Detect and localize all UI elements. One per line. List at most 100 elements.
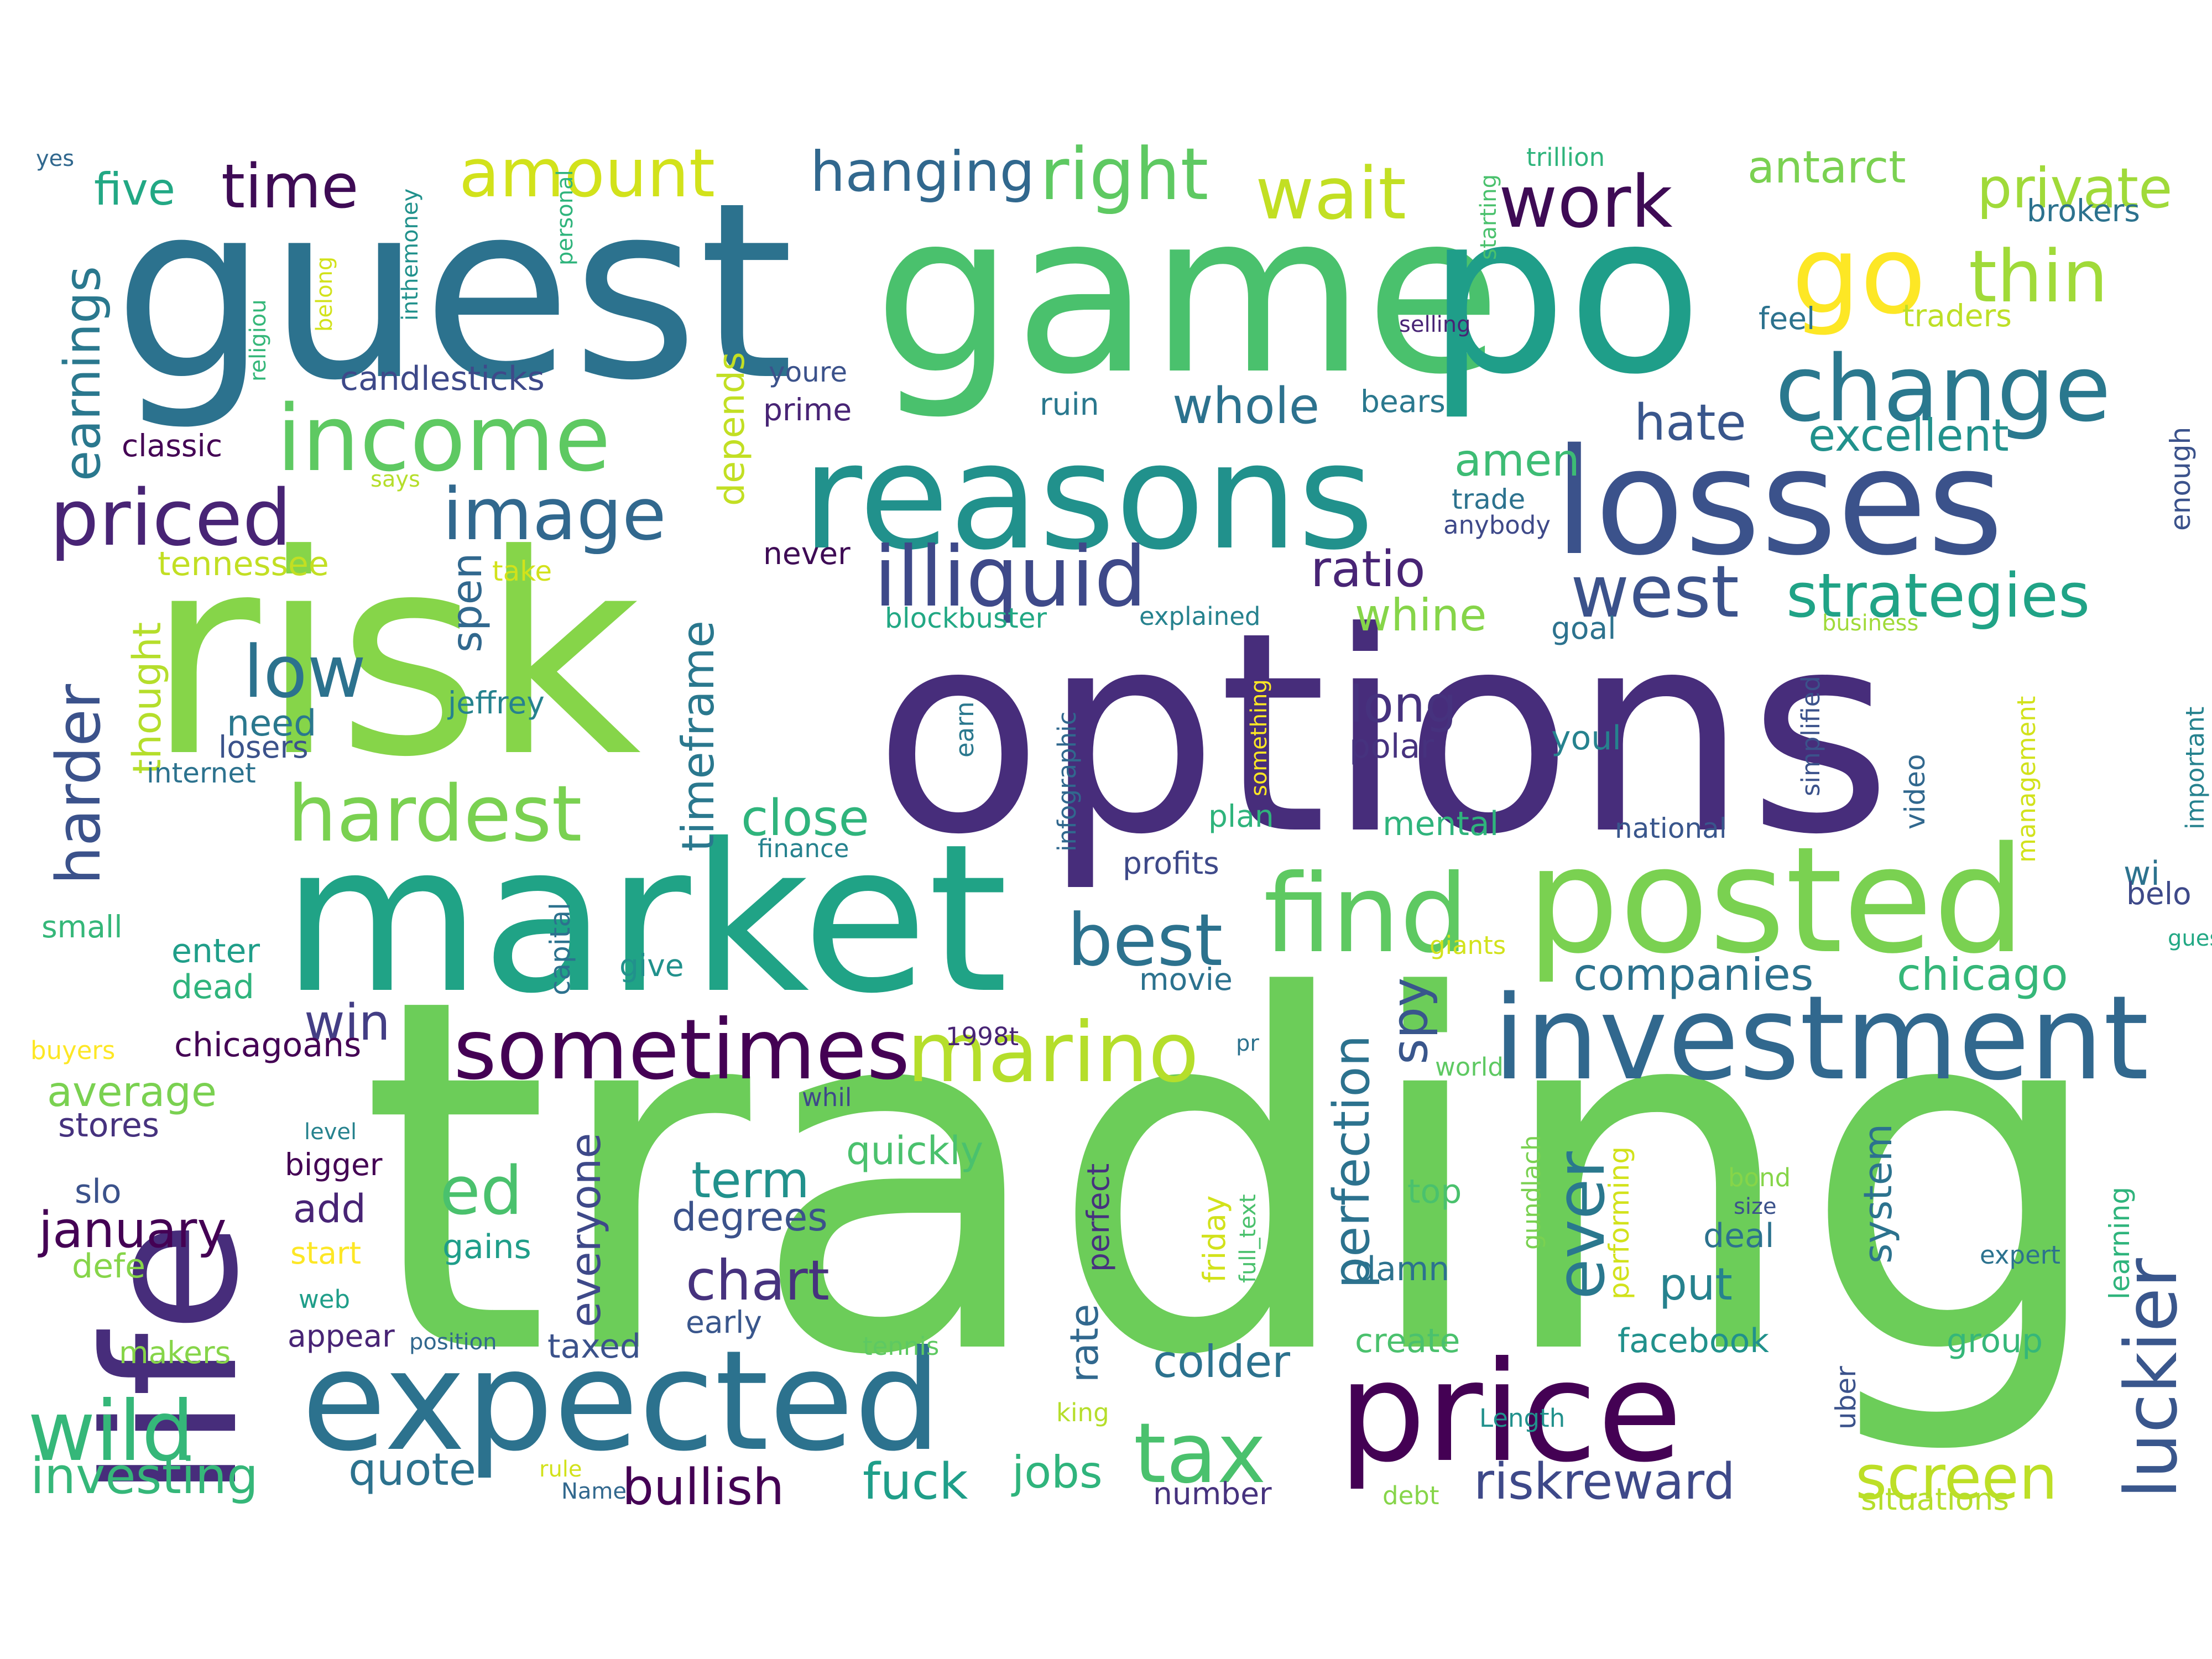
word-dead: dead [171, 968, 254, 1006]
word-youl: youl [1551, 719, 1621, 758]
word-blockbuster: blockbuster [885, 602, 1047, 634]
word-everyone: everyone [561, 1133, 610, 1327]
word-earnings: earnings [54, 266, 112, 481]
word-image: image [442, 472, 666, 556]
word-amen: amen [1454, 435, 1580, 486]
word-screen: screen [1855, 1442, 2058, 1513]
word-early: early [686, 1305, 762, 1340]
word-timeframe: timeframe [672, 620, 724, 852]
word-give: give [619, 948, 684, 983]
word-classic: classic [122, 428, 222, 463]
word-says: says [371, 467, 420, 492]
word-name: Name [561, 1479, 627, 1504]
word-top: top [1407, 1172, 1462, 1211]
word-spen: spen [442, 553, 491, 653]
word-candlesticks: candlesticks [340, 359, 545, 398]
word-damn: damn [1355, 1250, 1449, 1288]
word-quote: quote [348, 1444, 476, 1495]
word-1998t: 1998t [946, 1022, 1019, 1051]
word-go: go [1792, 212, 1926, 338]
word-defe: defe [72, 1247, 145, 1286]
word-something: something [1246, 679, 1272, 796]
word-strategies: strategies [1786, 560, 2090, 631]
word-perfection: perfection [1323, 1035, 1381, 1288]
word-jeffrey: jeffrey [447, 685, 545, 721]
word-chicago: chicago [1897, 949, 2068, 1000]
word-level: level [304, 1119, 357, 1145]
word-position: position [409, 1329, 497, 1355]
word-length: Length [1479, 1404, 1565, 1433]
word-management: management [2012, 696, 2041, 863]
word-change: change [1775, 336, 2111, 442]
word-brokers: brokers [2027, 193, 2140, 228]
word-explained: explained [1139, 602, 1260, 631]
word-business: business [1822, 611, 1918, 636]
word-investing: investing [30, 1447, 258, 1505]
word-belo: belo [2126, 876, 2192, 911]
word-bond: bond [1728, 1163, 1791, 1192]
word-hanging: hanging [810, 139, 1035, 204]
word-spy: spy [1381, 978, 1439, 1065]
word-system: system [1855, 1124, 1901, 1264]
word-work: work [1499, 160, 1673, 244]
word-simplified: simplified [1796, 676, 1825, 796]
word-priced: priced [50, 473, 291, 564]
word-yes: yes [36, 146, 74, 171]
word-losses: losses [1554, 418, 2004, 588]
word-guest: guest [113, 150, 794, 434]
word-january: january [38, 1201, 227, 1259]
word-king: king [1056, 1398, 1109, 1427]
word-close: close [741, 789, 869, 847]
word-chart: chart [686, 1248, 830, 1313]
word-capital: capital [544, 902, 576, 995]
word-expert: expert [1980, 1240, 2060, 1270]
word-companies: companies [1573, 949, 1814, 1000]
word-gundlach: gundlach [1517, 1135, 1546, 1250]
word-options: options [874, 573, 1892, 895]
word-wild: wild [28, 1384, 194, 1480]
word-video: video [1899, 754, 1931, 830]
word-bullish: bullish [622, 1458, 784, 1516]
word-amount: amount [459, 135, 715, 212]
word-whine: whine [1355, 589, 1486, 641]
word-life: life [66, 1220, 278, 1499]
word-quickly: quickly [846, 1128, 983, 1173]
word-add: add [293, 1186, 366, 1232]
word-po: po [1427, 166, 1703, 423]
word-game: game [874, 166, 1501, 423]
word-performing: performing [1603, 1146, 1635, 1300]
word-degrees: degrees [672, 1194, 828, 1240]
word-profits: profits [1123, 846, 1219, 881]
word-enough: enough [2164, 427, 2197, 531]
word-mental: mental [1383, 805, 1499, 843]
word-marino: marino [907, 1005, 1199, 1101]
word-create: create [1355, 1322, 1460, 1360]
word-starting: starting [1476, 174, 1501, 260]
word-investment: investment [1493, 971, 2149, 1106]
word-fuck: fuck [863, 1453, 968, 1511]
word-personal: personal [552, 170, 578, 265]
word-thin: thin [1969, 234, 2108, 319]
word-infographic: infographic [1052, 712, 1082, 852]
word-sometimes: sometimes [453, 1002, 910, 1098]
word-inthemoney: inthemoney [398, 189, 423, 321]
word-never: never [763, 536, 851, 571]
word-income: income [276, 385, 611, 492]
word-illiquid: illiquid [874, 529, 1147, 625]
word-enter: enter [171, 932, 260, 971]
word-find: find [1264, 851, 1468, 977]
word-depends: depends [711, 352, 753, 506]
word-win: win [304, 994, 390, 1052]
word-need: need [227, 703, 316, 744]
word-average: average [47, 1067, 217, 1116]
word-wi: wi [2124, 854, 2160, 893]
word-time: time [221, 151, 359, 222]
word-full-text: full_text [1235, 1194, 1261, 1283]
word-losers: losers [218, 729, 309, 765]
word-ratio: ratio [1311, 540, 1426, 598]
word-internet: internet [147, 757, 256, 789]
word-anybody: anybody [1443, 510, 1551, 540]
word-earn: earn [950, 702, 979, 758]
word-uber: uber [1830, 1366, 1862, 1430]
word-number: number [1153, 1476, 1272, 1511]
